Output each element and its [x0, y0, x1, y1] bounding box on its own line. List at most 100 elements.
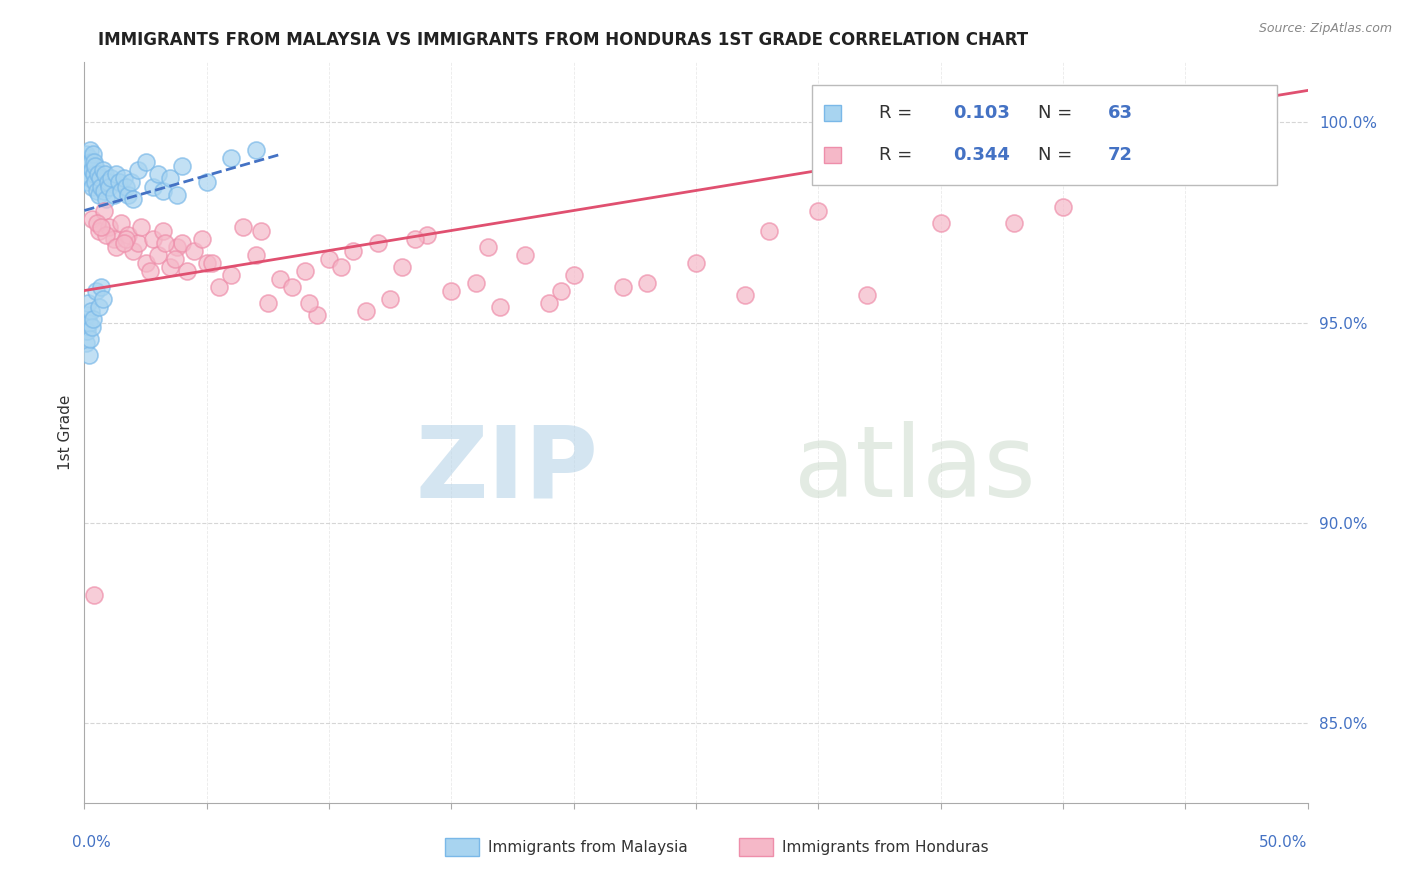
Point: [117, 187, 139, 202]
Point: [76, 295, 98, 310]
Point: [1002, 215, 1025, 229]
Point: [115, 179, 138, 194]
Point: [330, 260, 353, 274]
Point: [112, 235, 135, 250]
Point: [318, 252, 340, 266]
Point: [83, 155, 105, 169]
Point: [117, 227, 139, 242]
Point: [82, 179, 104, 194]
Point: [367, 235, 389, 250]
Point: [342, 244, 364, 258]
Point: [219, 152, 242, 166]
Point: [75, 163, 97, 178]
Point: [89, 171, 111, 186]
Point: [152, 223, 174, 237]
Point: [305, 308, 328, 322]
Point: [93, 184, 115, 198]
Text: R =: R =: [880, 146, 918, 164]
Point: [929, 215, 952, 229]
Point: [257, 295, 280, 310]
Point: [1174, 144, 1197, 158]
Text: Source: ZipAtlas.com: Source: ZipAtlas.com: [1258, 22, 1392, 36]
Point: [76, 308, 98, 322]
Point: [416, 227, 439, 242]
Point: [758, 223, 780, 237]
Point: [87, 168, 110, 182]
Text: 50.0%: 50.0%: [1260, 835, 1308, 850]
Text: Immigrants from Malaysia: Immigrants from Malaysia: [488, 839, 688, 855]
Point: [80, 303, 103, 318]
Point: [87, 187, 110, 202]
FancyBboxPatch shape: [824, 104, 841, 121]
Point: [269, 271, 291, 285]
Point: [105, 168, 128, 182]
Point: [103, 231, 125, 245]
Point: [153, 235, 176, 250]
Text: 63: 63: [1108, 103, 1133, 122]
Point: [87, 223, 110, 237]
Point: [76, 155, 98, 169]
Point: [159, 260, 181, 274]
Point: [166, 187, 188, 202]
Point: [1052, 200, 1074, 214]
Point: [183, 244, 205, 258]
Point: [734, 287, 756, 301]
Point: [129, 219, 152, 234]
Point: [195, 176, 218, 190]
Text: N =: N =: [1039, 103, 1078, 122]
Point: [87, 300, 110, 314]
Point: [107, 176, 129, 190]
Point: [83, 168, 105, 182]
Point: [391, 260, 413, 274]
Text: N =: N =: [1039, 146, 1078, 164]
Point: [127, 235, 149, 250]
Text: R =: R =: [880, 103, 918, 122]
Point: [807, 203, 830, 218]
Point: [281, 279, 304, 293]
Text: 72: 72: [1108, 146, 1133, 164]
Point: [120, 176, 142, 190]
Point: [97, 176, 120, 190]
Point: [77, 316, 100, 330]
Point: [76, 176, 98, 190]
Point: [110, 215, 132, 229]
Point: [105, 239, 128, 253]
Point: [142, 179, 165, 194]
Point: [489, 300, 512, 314]
Point: [77, 160, 100, 174]
FancyBboxPatch shape: [446, 838, 479, 856]
Point: [83, 176, 105, 190]
Point: [75, 147, 97, 161]
Point: [76, 324, 98, 338]
Point: [90, 219, 112, 234]
Point: [232, 219, 254, 234]
Point: [82, 311, 104, 326]
Point: [166, 239, 188, 253]
Point: [122, 244, 145, 258]
Point: [219, 268, 242, 282]
FancyBboxPatch shape: [813, 85, 1277, 185]
Text: Immigrants from Honduras: Immigrants from Honduras: [782, 839, 988, 855]
Point: [90, 279, 112, 293]
Point: [176, 263, 198, 277]
Point: [163, 252, 186, 266]
Text: atlas: atlas: [794, 421, 1035, 518]
Point: [110, 184, 132, 198]
Point: [82, 319, 104, 334]
Point: [139, 263, 162, 277]
Point: [856, 287, 879, 301]
Point: [172, 235, 194, 250]
Point: [122, 192, 145, 206]
Point: [82, 147, 104, 161]
Point: [77, 168, 100, 182]
Point: [612, 279, 634, 293]
Point: [294, 263, 316, 277]
Point: [84, 160, 107, 174]
Point: [103, 187, 125, 202]
Point: [97, 179, 120, 194]
Point: [146, 168, 169, 182]
Point: [83, 588, 105, 602]
Point: [380, 292, 402, 306]
Point: [538, 295, 561, 310]
Point: [79, 171, 101, 186]
